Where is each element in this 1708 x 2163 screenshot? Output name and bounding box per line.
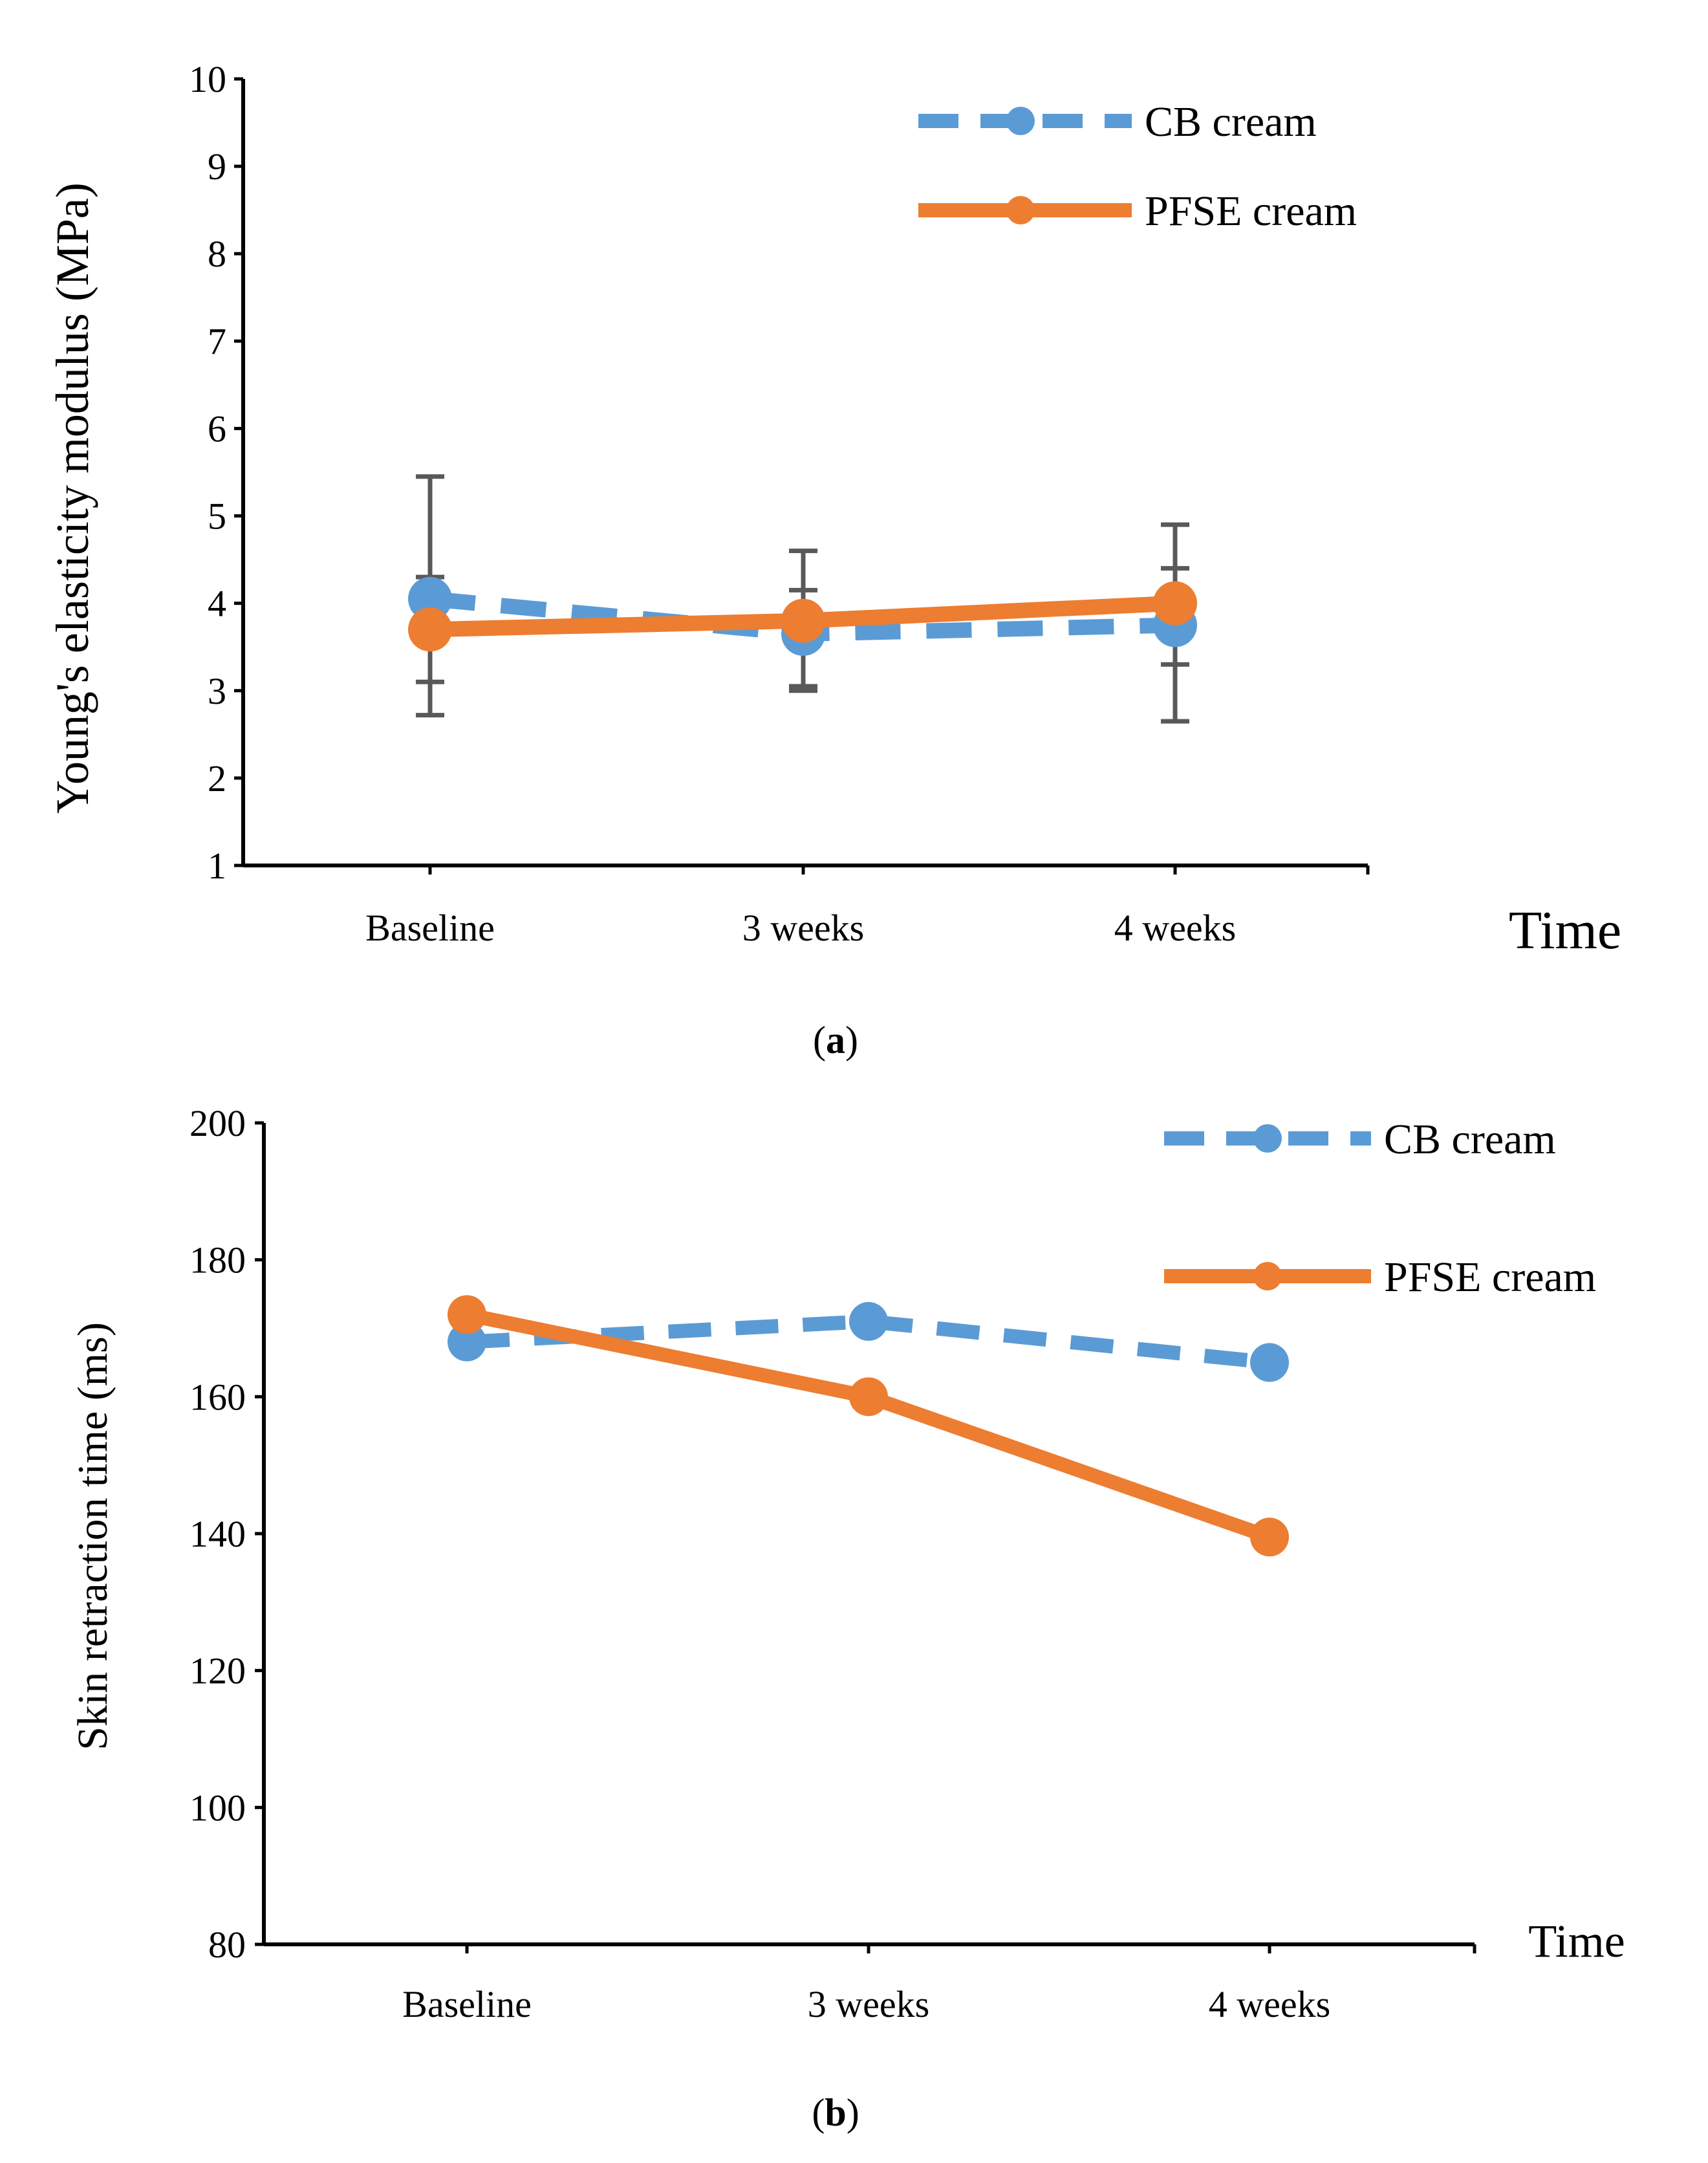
- panel-b-y-tick-label: 140: [189, 1513, 246, 1555]
- panel-a-y-tick-label: 5: [208, 495, 226, 538]
- panel-a-x-tick-label: 4 weeks: [1114, 907, 1236, 949]
- panel-a-pfse-marker: [408, 607, 452, 652]
- panel-b-markers: [448, 1295, 1289, 1557]
- panel-b-x-axis-title: Time: [1528, 1915, 1625, 1967]
- panel-b-ticks: [255, 1121, 1476, 1953]
- panel-a-y-tick-label: 1: [208, 845, 226, 887]
- panel-a-markers: [408, 576, 1197, 656]
- panel-b-legend-pfse-label: PFSE cream: [1384, 1254, 1596, 1301]
- panel-a-y-tick-label: 7: [208, 320, 226, 362]
- panel-b-legend-cb-marker: [1253, 1124, 1282, 1153]
- panel-a-legend-pfse-label: PFSE cream: [1145, 188, 1357, 235]
- panel-a-y-tick-label: 10: [189, 58, 226, 100]
- panel-a-y-tick-label: 6: [208, 408, 226, 450]
- panel-a-y-tick-label: 8: [208, 233, 226, 275]
- panel-a-y-tick-label: 2: [208, 757, 226, 799]
- panel-b-caption: (b): [812, 2091, 859, 2134]
- panel-b-x-tick-label: 4 weeks: [1209, 1983, 1330, 2025]
- panel-b-chart: 80 100 120 140 160 180 200 Baseline 3 weeks 4 we…: [69, 1102, 1625, 2134]
- panel-b-legend-pfse-marker: [1253, 1262, 1282, 1290]
- panel-a-cb-marker: [408, 576, 452, 621]
- panel-b-y-tick-labels: 80 100 120 140 160 180 200: [189, 1102, 246, 1966]
- panel-a-pfse-marker: [781, 598, 825, 643]
- panel-b-cb-marker: [448, 1322, 486, 1362]
- panel-b-legend: CB cream PFSE cream: [1164, 1116, 1596, 1301]
- panel-b-cb-marker: [849, 1301, 888, 1341]
- panel-b-y-tick-label: 200: [189, 1102, 246, 1144]
- panel-b-pfse-marker: [1250, 1517, 1289, 1557]
- panel-b-legend-cb-label: CB cream: [1384, 1116, 1556, 1163]
- panel-a-legend-cb-marker: [1006, 107, 1035, 135]
- panel-a-legend: CB cream PFSE cream: [918, 98, 1357, 235]
- panel-b-y-tick-label: 120: [189, 1650, 246, 1692]
- panel-a-x-tick-labels: Baseline 3 weeks 4 weeks: [365, 907, 1236, 949]
- panel-a-legend-cb-label: CB cream: [1145, 98, 1317, 146]
- panel-a-x-tick-label: 3 weeks: [742, 907, 864, 949]
- panel-a-caption: (a): [813, 1019, 858, 1061]
- panel-b-y-tick-label: 80: [208, 1924, 246, 1966]
- panel-b-cb-marker: [1250, 1343, 1289, 1382]
- panel-b-y-tick-label: 180: [189, 1239, 246, 1281]
- panel-b-y-tick-label: 100: [189, 1787, 246, 1829]
- panel-b-x-tick-label: Baseline: [402, 1983, 532, 2025]
- panel-a-y-tick-label: 3: [208, 670, 226, 712]
- panel-a-y-tick-labels: 1 2 3 4 5 6 7 8 9 10: [189, 58, 226, 887]
- panel-b-pfse-marker: [849, 1377, 888, 1417]
- panel-a-x-axis-title: Time: [1509, 900, 1621, 961]
- panel-b-y-axis-title: Skin retraction time (ms): [69, 1322, 116, 1750]
- panel-b-pfse-marker: [448, 1295, 486, 1334]
- panel-a-legend-pfse-marker: [1006, 196, 1035, 224]
- panel-b-x-tick-labels: Baseline 3 weeks 4 weeks: [402, 1983, 1330, 2025]
- panel-a-y-tick-label: 9: [208, 146, 226, 188]
- panel-a-pfse-marker: [1153, 581, 1197, 625]
- panel-a-y-axis-title: Young's elasticity modulus (MPa): [47, 182, 98, 814]
- panel-b-series-lines: [465, 1307, 1272, 1544]
- panel-a-chart: 1 2 3 4 5 6 7 8 9 10 Baseline 3 weeks 4 weeks Young…: [47, 58, 1621, 1061]
- panel-a-y-tick-label: 4: [208, 583, 226, 625]
- panel-a-x-tick-label: Baseline: [365, 907, 495, 949]
- panel-a-ticks: [234, 77, 1370, 875]
- panel-b-x-tick-label: 3 weeks: [808, 1983, 929, 2025]
- panel-b-y-tick-label: 160: [189, 1376, 246, 1418]
